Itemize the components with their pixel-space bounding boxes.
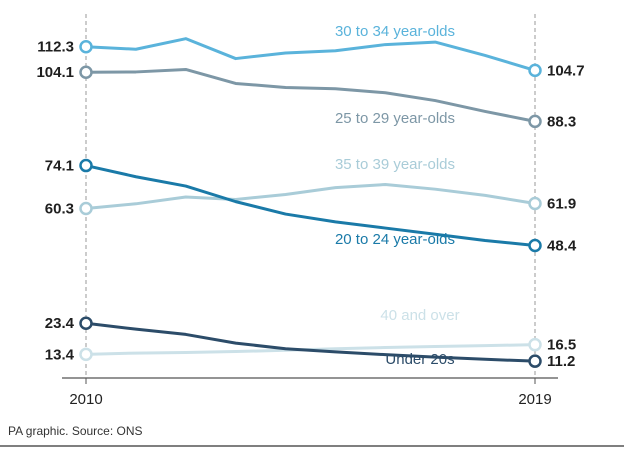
series-line <box>84 164 537 247</box>
start-point <box>79 65 93 79</box>
end-point <box>528 63 542 78</box>
start-value-label: 74.1 <box>45 158 74 175</box>
series-2: 104.1 88.3 25 to 29 year-olds <box>36 64 576 130</box>
start-point <box>79 347 93 362</box>
start-value-label: 104.1 <box>36 64 74 81</box>
start-value-label: 112.3 <box>37 39 74 56</box>
start-point <box>79 39 93 54</box>
series-line <box>84 37 537 72</box>
end-value-label: 16.5 <box>547 337 576 354</box>
end-point <box>528 196 542 211</box>
end-value-label: 88.3 <box>547 113 576 130</box>
end-value-label: 11.2 <box>547 353 575 370</box>
series-1: 112.3 104.7 30 to 34 year-olds <box>37 23 584 79</box>
end-point <box>528 238 542 253</box>
start-point <box>79 201 93 216</box>
source-note: PA graphic. Source: ONS <box>8 424 143 438</box>
end-point <box>528 337 542 352</box>
series-line <box>84 183 537 210</box>
series-label: 25 to 29 year-olds <box>335 110 455 127</box>
start-point <box>79 158 93 173</box>
series-label: 30 to 34 year-olds <box>335 23 455 40</box>
series-4: 74.1 48.4 20 to 24 year-olds <box>45 158 577 255</box>
series-label: Under 20s <box>385 351 454 368</box>
end-point <box>528 354 542 368</box>
end-value-label: 61.9 <box>547 195 576 212</box>
end-point <box>528 114 542 129</box>
series-line <box>84 67 537 123</box>
series-label: 20 to 24 year-olds <box>335 231 455 248</box>
series-6: 23.4 11.2 Under 20s <box>45 315 576 370</box>
series-line <box>84 321 537 363</box>
end-value-label: 48.4 <box>547 237 577 254</box>
x-tick-label: 2019 <box>518 391 551 408</box>
series-3: 60.3 61.9 35 to 39 year-olds <box>45 156 576 217</box>
start-value-label: 23.4 <box>45 315 75 332</box>
series-5: 13.4 16.5 40 and over <box>45 307 576 363</box>
start-value-label: 13.4 <box>45 346 75 363</box>
end-value-label: 104.7 <box>547 62 585 79</box>
start-point <box>79 316 93 330</box>
x-tick-label: 2010 <box>69 391 102 408</box>
start-value-label: 60.3 <box>45 200 74 217</box>
series-label: 40 and over <box>380 307 459 324</box>
series-label: 35 to 39 year-olds <box>335 156 455 173</box>
